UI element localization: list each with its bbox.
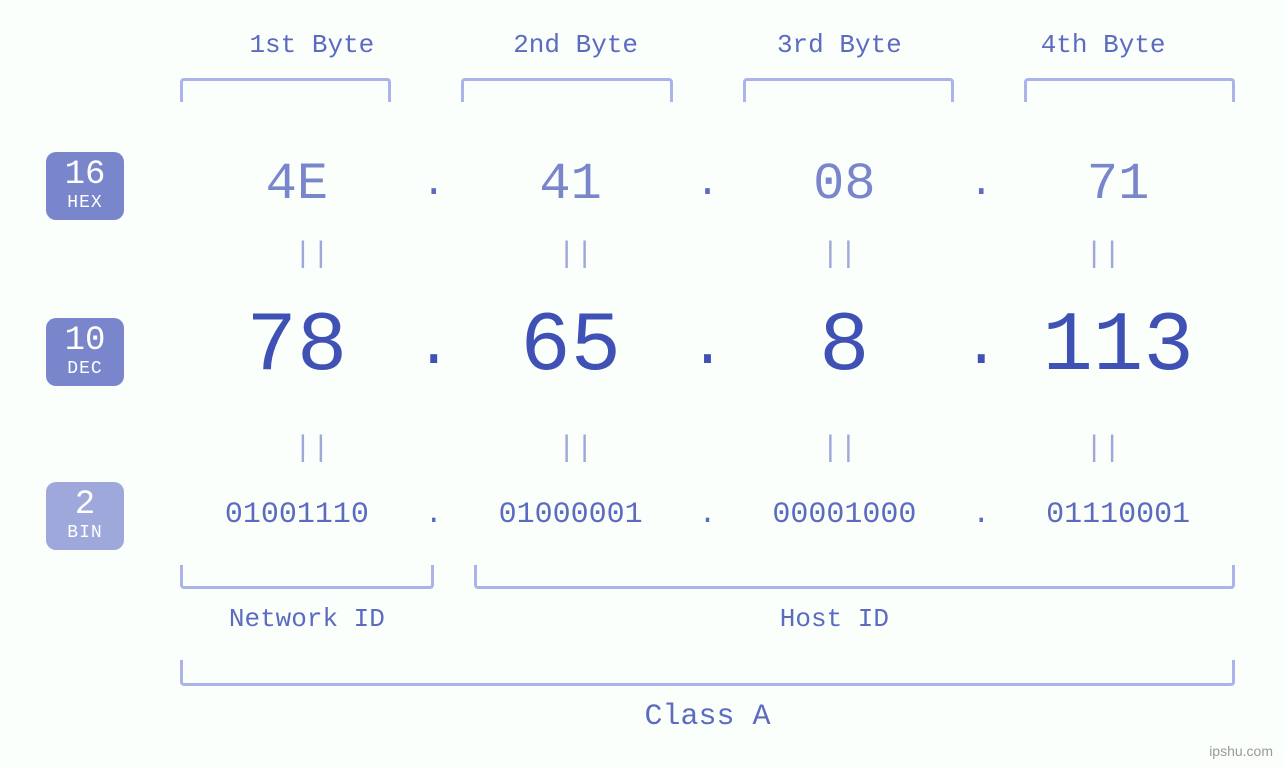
top-bracket bbox=[461, 78, 672, 102]
badge-hex-num: 16 bbox=[65, 158, 106, 192]
badge-dec-label: DEC bbox=[67, 360, 102, 378]
bin-byte-2: 01000001 bbox=[454, 498, 688, 532]
host-bracket bbox=[474, 565, 1235, 589]
hex-row: 4E . 41 . 08 . 71 bbox=[180, 155, 1235, 214]
dec-byte-1: 78 bbox=[180, 300, 414, 395]
hex-byte-2: 41 bbox=[454, 155, 688, 214]
badge-bin-label: BIN bbox=[67, 524, 102, 542]
equals-icon: || bbox=[708, 238, 972, 272]
byte-header-3: 3rd Byte bbox=[708, 30, 972, 60]
dot: . bbox=[688, 162, 728, 207]
watermark: ipshu.com bbox=[1209, 743, 1273, 759]
class-label: Class A bbox=[180, 700, 1235, 734]
network-bracket bbox=[180, 565, 434, 589]
equals-icon: || bbox=[180, 238, 444, 272]
byte-header-2: 2nd Byte bbox=[444, 30, 708, 60]
bin-byte-1: 01001110 bbox=[180, 498, 414, 532]
equals-icon: || bbox=[180, 432, 444, 466]
equals-row-dec-bin: || || || || bbox=[180, 432, 1235, 466]
dot: . bbox=[414, 162, 454, 207]
equals-icon: || bbox=[708, 432, 972, 466]
hex-byte-3: 08 bbox=[728, 155, 962, 214]
dot: . bbox=[414, 314, 454, 382]
dec-byte-2: 65 bbox=[454, 300, 688, 395]
top-bracket bbox=[180, 78, 391, 102]
class-bracket bbox=[180, 660, 1235, 686]
equals-icon: || bbox=[444, 238, 708, 272]
dec-byte-3: 8 bbox=[728, 300, 962, 395]
hex-byte-1: 4E bbox=[180, 155, 414, 214]
equals-row-hex-dec: || || || || bbox=[180, 238, 1235, 272]
dot: . bbox=[961, 162, 1001, 207]
network-host-labels: Network ID Host ID bbox=[180, 604, 1235, 634]
equals-icon: || bbox=[971, 238, 1235, 272]
network-id-label: Network ID bbox=[180, 604, 434, 634]
byte-header-4: 4th Byte bbox=[971, 30, 1235, 60]
top-bracket bbox=[1024, 78, 1235, 102]
dec-byte-4: 113 bbox=[1001, 300, 1235, 395]
badge-bin: 2 BIN bbox=[46, 482, 124, 550]
top-bracket bbox=[743, 78, 954, 102]
badge-hex-label: HEX bbox=[67, 194, 102, 212]
dot: . bbox=[961, 498, 1001, 532]
dot: . bbox=[688, 314, 728, 382]
host-id-label: Host ID bbox=[434, 604, 1235, 634]
dot: . bbox=[961, 314, 1001, 382]
bin-byte-4: 01110001 bbox=[1001, 498, 1235, 532]
byte-header-1: 1st Byte bbox=[180, 30, 444, 60]
bin-byte-3: 00001000 bbox=[728, 498, 962, 532]
hex-byte-4: 71 bbox=[1001, 155, 1235, 214]
top-brackets bbox=[180, 78, 1235, 102]
badge-dec-num: 10 bbox=[65, 324, 106, 358]
network-host-brackets bbox=[180, 565, 1235, 589]
badge-hex: 16 HEX bbox=[46, 152, 124, 220]
equals-icon: || bbox=[444, 432, 708, 466]
equals-icon: || bbox=[971, 432, 1235, 466]
bin-row: 01001110 . 01000001 . 00001000 . 0111000… bbox=[180, 498, 1235, 532]
dec-row: 78 . 65 . 8 . 113 bbox=[180, 300, 1235, 395]
badge-bin-num: 2 bbox=[75, 488, 95, 522]
dot: . bbox=[688, 498, 728, 532]
byte-headers: 1st Byte 2nd Byte 3rd Byte 4th Byte bbox=[180, 30, 1235, 60]
dot: . bbox=[414, 498, 454, 532]
badge-dec: 10 DEC bbox=[46, 318, 124, 386]
